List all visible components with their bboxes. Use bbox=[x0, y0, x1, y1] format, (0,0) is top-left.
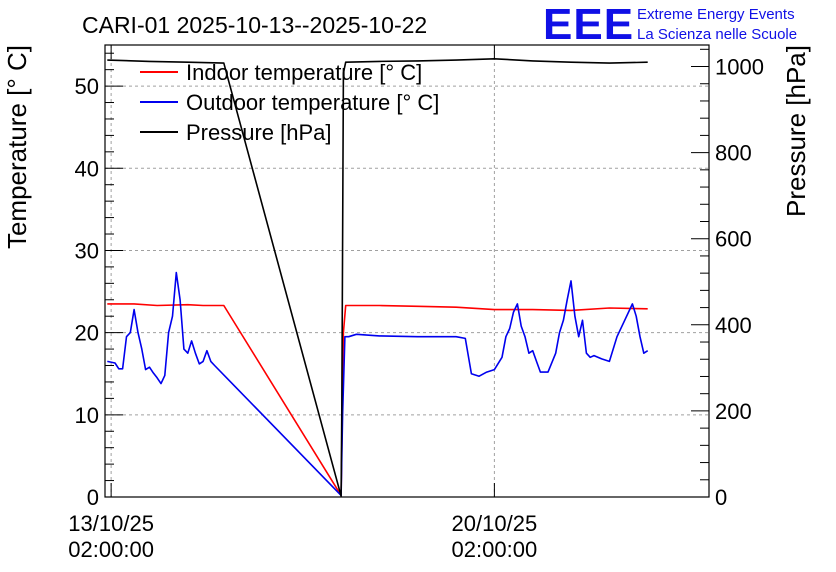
axis-ticks bbox=[105, 45, 709, 498]
y2-tick-label: 400 bbox=[715, 313, 752, 338]
x-tick-label-time: 02:00:00 bbox=[452, 537, 538, 562]
series-line-2 bbox=[107, 271, 649, 497]
chart-title: CARI-01 2025-10-13--2025-10-22 bbox=[82, 12, 427, 38]
series-line-3 bbox=[107, 57, 648, 497]
logo-letters: EEE bbox=[543, 0, 634, 49]
series-line-1 bbox=[107, 303, 648, 497]
eee-logo: EEE Extreme Energy Events La Scienza nel… bbox=[543, 0, 797, 49]
x-tick-label-date: 20/10/25 bbox=[452, 511, 538, 536]
y2-tick-label: 1000 bbox=[715, 55, 764, 80]
legend: Indoor temperature [° C] Outdoor temperat… bbox=[140, 60, 439, 145]
logo-line-1: Extreme Energy Events bbox=[637, 6, 795, 23]
grid bbox=[105, 45, 709, 497]
y2-tick-label: 600 bbox=[715, 227, 752, 252]
x-tick-label-date: 13/10/25 bbox=[68, 511, 154, 536]
y2-tick-label: 800 bbox=[715, 141, 752, 166]
logo-line-2: La Scienza nelle Scuole bbox=[637, 26, 797, 43]
tick-labels: 010203040500200400600800100013/10/2502:0… bbox=[68, 55, 764, 562]
legend-label: Pressure [hPa] bbox=[186, 120, 332, 145]
y2-tick-label: 200 bbox=[715, 399, 752, 424]
y-tick-label: 40 bbox=[75, 156, 99, 181]
y-tick-label: 10 bbox=[75, 403, 99, 428]
y-tick-label: 50 bbox=[75, 74, 99, 99]
y2-axis-label: Pressure [hPa] bbox=[781, 45, 811, 217]
plot-frame bbox=[104, 44, 710, 498]
legend-label: Indoor temperature [° C] bbox=[186, 60, 422, 85]
series-layer bbox=[107, 57, 649, 497]
y-axis-label: Temperature [° C] bbox=[2, 45, 32, 249]
y-tick-label: 0 bbox=[87, 485, 99, 510]
y2-tick-label: 0 bbox=[715, 485, 727, 510]
y-tick-label: 20 bbox=[75, 321, 99, 346]
legend-label: Outdoor temperature [° C] bbox=[186, 90, 439, 115]
y-tick-label: 30 bbox=[75, 238, 99, 263]
x-tick-label-time: 02:00:00 bbox=[68, 537, 154, 562]
